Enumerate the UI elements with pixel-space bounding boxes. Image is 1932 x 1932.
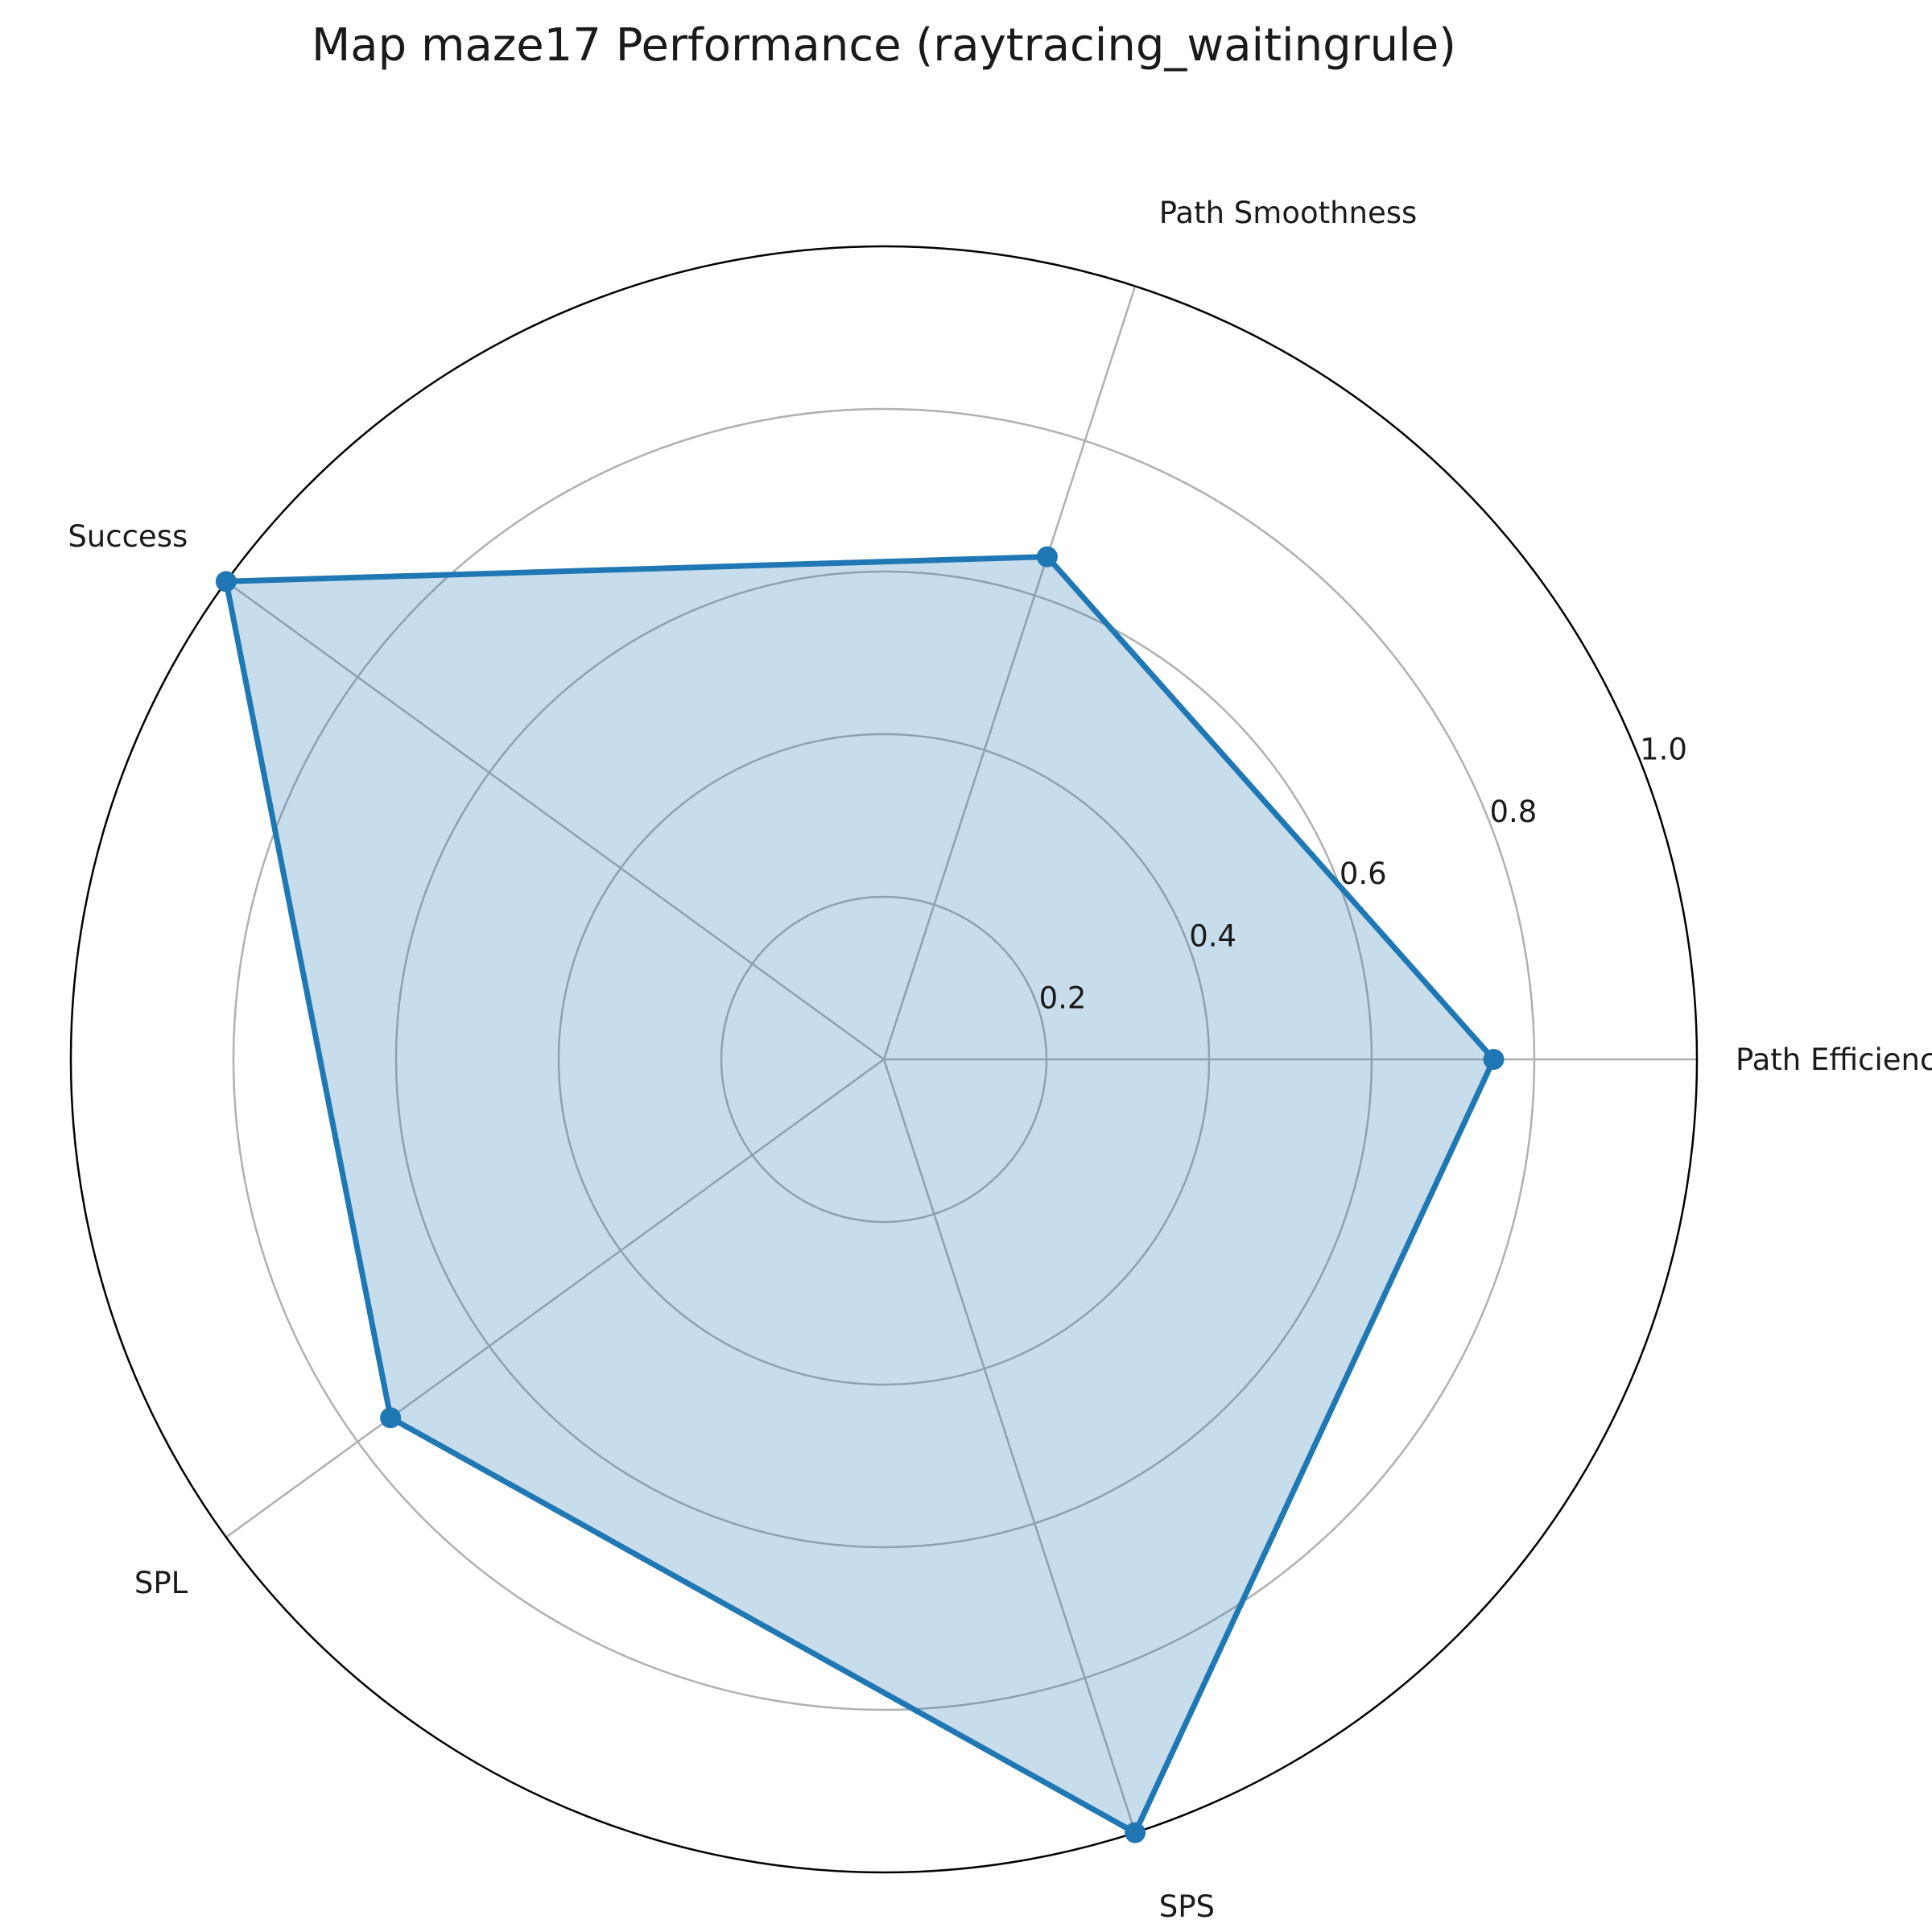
data-layer [215, 546, 1505, 1843]
grid-layer [225, 286, 1697, 1833]
r-tick-label-1: 0.4 [1189, 919, 1236, 953]
axis-label-2: Success [68, 519, 188, 554]
series-0-point-4 [1125, 1822, 1146, 1843]
spoke-4 [882, 1059, 1137, 1833]
label-layer: 0.2 0.4 0.6 0.8 1.0 Path Efficiency Path Smoot… [68, 196, 1932, 1924]
axis-label-1: Path Smoothness [1159, 196, 1418, 230]
r-tick-label-3: 0.8 [1489, 795, 1537, 829]
series-0-point-0 [1483, 1049, 1505, 1070]
series-0-point-1 [1036, 546, 1058, 568]
series-0-line [223, 554, 1496, 1836]
outer-frame [69, 245, 1699, 1874]
r-tick-label-2: 0.6 [1340, 857, 1387, 891]
axis-label-4: SPS [1159, 1889, 1215, 1924]
spoke-2 [225, 580, 885, 1061]
series-0-fill [225, 556, 1494, 1833]
chart-title: Map maze17 Performance (raytracing_waiti… [312, 19, 1456, 72]
spoke-1 [882, 286, 1137, 1060]
r-tick-label-0: 0.2 [1039, 981, 1087, 1016]
frame-layer [69, 245, 1699, 1874]
axis-label-0: Path Efficiency [1736, 1042, 1932, 1077]
r-tick-label-4: 1.0 [1640, 732, 1687, 766]
series-0-point-2 [215, 571, 237, 592]
axis-label-3: SPL [134, 1566, 188, 1600]
spoke-3 [225, 1058, 885, 1538]
series-0-point-3 [380, 1407, 402, 1429]
